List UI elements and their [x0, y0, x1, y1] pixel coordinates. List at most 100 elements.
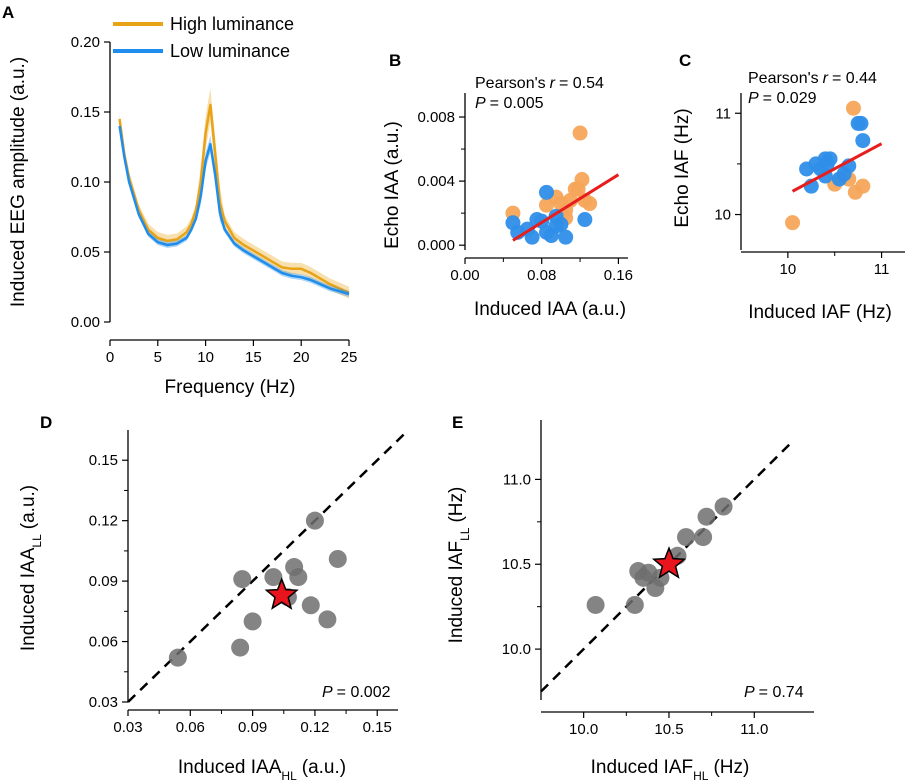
- axes-E: 10.0 10.5 11.0 10.0 10.5 11.0: [502, 420, 814, 738]
- x-axis-title-e-main: Induced IAF: [591, 757, 693, 778]
- x-tick-label-E: 10.5: [654, 721, 683, 738]
- x-tick-label-C: 11: [874, 261, 890, 278]
- x-tick-label-A: 20: [293, 349, 310, 366]
- fit-line-c: [791, 142, 883, 193]
- annotation-B-0: Pearson's r = 0.54: [475, 75, 604, 92]
- x-tick-label-A: 25: [341, 349, 358, 366]
- group-mean-star-e: [651, 546, 687, 579]
- y-tick-label-D: 0.09: [89, 573, 118, 590]
- x-axis-title-d-main: Induced IAA: [178, 757, 282, 778]
- panel-label-b: B: [389, 51, 401, 70]
- identity-line-d: [127, 433, 406, 703]
- x-tick-label-E: 10.0: [569, 721, 598, 738]
- annotation-C-part: = 0.029: [763, 90, 817, 107]
- point-E-0: [625, 595, 644, 614]
- y-tick-label-A: 0.15: [71, 104, 100, 121]
- y-axis-title-c: Echo IAF (Hz): [672, 108, 693, 227]
- point-B-0: [572, 125, 588, 141]
- point-C-0: [785, 215, 801, 231]
- annotation-E-part: = 0.74: [759, 684, 804, 701]
- y-tick-label-D: 0.06: [89, 634, 118, 651]
- axes-C: 10 11 10 11: [714, 93, 905, 278]
- point-D-0: [305, 511, 324, 530]
- annotation-B-1: P = 0.005: [475, 95, 544, 112]
- point-D-0: [168, 648, 187, 667]
- series-line-1: [118, 125, 350, 296]
- x-tick-label-D: 0.06: [176, 719, 205, 736]
- x-axis-title-e-tail: (Hz): [713, 757, 749, 778]
- point-C-0: [845, 100, 861, 116]
- y-tick-label-B: 0.004: [417, 173, 455, 190]
- y-tick-label-A: 0.10: [71, 174, 100, 191]
- y-tick-label-A: 0.20: [71, 34, 100, 51]
- x-tick-label-A: 10: [197, 349, 214, 366]
- x-axis-title-a: Frequency (Hz): [165, 377, 296, 398]
- point-E-0: [586, 595, 605, 614]
- annotation-B-part: r: [550, 75, 556, 92]
- annotation-B-part: = 0.005: [490, 95, 544, 112]
- x-tick-label-C: 10: [780, 261, 797, 278]
- panel-label-d: D: [40, 413, 52, 432]
- point-C-1: [855, 133, 871, 149]
- x-tick-label-A: 5: [154, 349, 162, 366]
- y-axis-title-a: Induced EEG amplitude (a.u.): [8, 57, 29, 307]
- x-tick-label-D: 0.09: [238, 719, 267, 736]
- y-tick-label-E: 11.0: [503, 471, 531, 488]
- point-B-0: [574, 172, 590, 188]
- point-B-1: [558, 229, 574, 245]
- legend-label-0: High luminance: [170, 14, 294, 34]
- point-C-1: [853, 115, 869, 131]
- y-axis-title-e-tail: (Hz): [446, 487, 467, 523]
- y-tick-label-D: 0.12: [89, 513, 118, 530]
- point-B-1: [524, 229, 540, 245]
- y-axis-title-e-sub: LL: [458, 527, 472, 541]
- y-tick-label-A: 0.00: [71, 314, 100, 331]
- x-axis-title-c: Induced IAF (Hz): [748, 302, 892, 323]
- y-tick-label-B: 0.008: [417, 109, 455, 126]
- point-D-0: [264, 568, 283, 587]
- point-D-0: [243, 612, 262, 631]
- series-line-0: [118, 103, 350, 294]
- x-tick-label-B: 0.08: [527, 267, 556, 284]
- group-mean-star-d: [264, 577, 299, 610]
- point-E-0: [694, 528, 713, 547]
- point-E-0: [677, 528, 696, 547]
- annotation-B-part: P: [475, 95, 486, 112]
- point-B-1: [577, 212, 593, 228]
- x-tick-label-D: 0.12: [300, 719, 329, 736]
- point-D-0: [328, 549, 347, 568]
- annotation-D-part: = 0.002: [337, 684, 391, 701]
- x-tick-label-A: 15: [245, 349, 262, 366]
- fit-line-b: [512, 173, 620, 242]
- point-E-0: [714, 497, 733, 516]
- annotation-C-part: = 0.44: [832, 70, 877, 87]
- annotation-C-part: Pearson's: [748, 70, 819, 87]
- y-axis-title-e: Induced IAFLL (Hz): [446, 487, 472, 644]
- y-tick-label-B: 0.000: [417, 237, 455, 254]
- point-B-1: [539, 184, 554, 200]
- y-tick-label-A: 0.05: [71, 244, 100, 261]
- annotation-C-1: P = 0.029: [748, 90, 817, 107]
- annotation-C-part: P: [748, 90, 759, 107]
- x-tick-label-B: 0.16: [604, 267, 633, 284]
- x-axis-title-d-tail: (a.u.): [302, 757, 346, 778]
- x-axis-title-d: Induced IAAHL (a.u.): [178, 757, 346, 783]
- annotation-C-part: r: [823, 70, 829, 87]
- y-axis-title-e-main: Induced IAF: [446, 541, 467, 643]
- panel-label-e: E: [452, 413, 463, 432]
- x-axis-title-e-sub: HL: [693, 769, 709, 783]
- x-axis-title-e: Induced IAFHL (Hz): [591, 757, 750, 783]
- annotation-E-0: P = 0.74: [744, 684, 804, 701]
- point-D-0: [318, 610, 337, 629]
- annotation-C-0: Pearson's r = 0.44: [748, 70, 877, 87]
- y-axis-title-d-main: Induced IAA: [18, 547, 39, 651]
- legend-label-1: Low luminance: [170, 41, 290, 61]
- point-D-0: [301, 596, 320, 615]
- annotation-E-part: P: [744, 684, 755, 701]
- y-tick-label-D: 0.15: [89, 452, 118, 469]
- point-E-0: [697, 507, 716, 526]
- y-tick-label-D: 0.03: [89, 694, 118, 711]
- point-D-0: [289, 568, 308, 587]
- annotation-B-part: Pearson's: [475, 75, 546, 92]
